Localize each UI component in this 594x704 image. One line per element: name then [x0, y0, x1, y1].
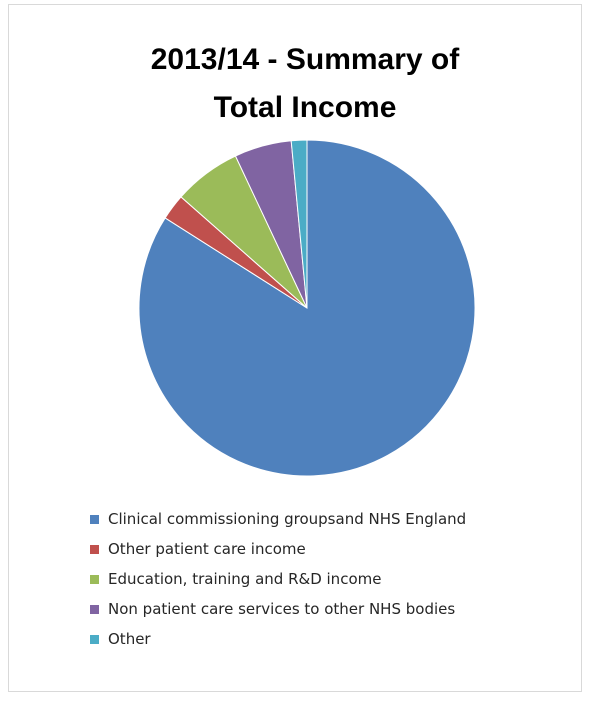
legend-item-education-training: Education, training and R&D income: [90, 564, 466, 594]
chart-title-line-2: Total Income: [213, 91, 397, 124]
legend-label: Clinical commissioning groupsand NHS Eng…: [108, 510, 467, 528]
legend-item-clinical-commissioning: Clinical commissioning groupsand NHS Eng…: [90, 504, 466, 534]
legend-label: Non patient care services to other NHS b…: [108, 600, 456, 618]
slice-clinical-commissioning: [138, 139, 476, 477]
legend-label: Other patient care income: [108, 540, 306, 558]
legend-label: Other: [108, 630, 151, 648]
legend-label: Education, training and R&D income: [108, 570, 382, 588]
legend-swatch: [90, 574, 99, 584]
chart-title: 2013/14 - Summary of Total Income: [0, 36, 594, 132]
legend-item-other-patient-care: Other patient care income: [90, 534, 466, 564]
legend-item-non-patient-care: Non patient care services to other NHS b…: [90, 594, 466, 624]
legend-swatch: [90, 514, 99, 524]
chart-legend: Clinical commissioning groupsand NHS Eng…: [90, 504, 466, 654]
legend-swatch: [90, 604, 99, 614]
slice-other: [290, 139, 308, 309]
legend-item-other: Other: [90, 624, 466, 654]
chart-title-line-1: 2013/14 - Summary of: [150, 43, 460, 76]
legend-swatch: [90, 634, 99, 644]
legend-swatch: [90, 544, 99, 554]
